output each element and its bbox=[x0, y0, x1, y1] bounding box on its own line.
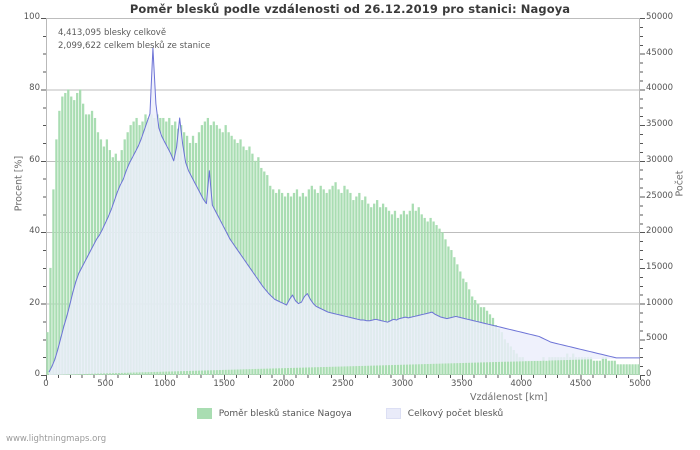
y-tick-right-35000: 35000 bbox=[646, 119, 674, 130]
series-area-celkovy-pocet bbox=[48, 47, 640, 375]
y-tick-right-30000: 30000 bbox=[646, 154, 674, 165]
x-tick-500: 500 bbox=[97, 379, 114, 389]
x-tick-4000: 4000 bbox=[510, 379, 532, 389]
y-tick-left-40: 40 bbox=[29, 226, 40, 237]
legend-swatch-green bbox=[196, 408, 212, 419]
x-axis-label: Vzdálenost [km] bbox=[470, 392, 548, 403]
plot-canvas bbox=[46, 18, 640, 375]
y-axis-label-left: Procent [%] bbox=[13, 155, 25, 212]
chart-title: Poměr blesků podle vzdálenosti od 26.12.… bbox=[129, 2, 571, 16]
x-tick-3000: 3000 bbox=[391, 379, 414, 389]
legend-item-pomer-blesku-stanice[interactable]: Poměr blesků stanice Nagoya bbox=[196, 408, 352, 419]
annotation-station-strokes: 2,099,622 celkem blesků ze stanice bbox=[58, 41, 211, 51]
legend-label-pomer: Poměr blesků stanice Nagoya bbox=[218, 408, 352, 419]
y-tick-right-45000: 45000 bbox=[646, 47, 674, 58]
y-tick-left-20: 20 bbox=[29, 297, 40, 308]
y-tick-right-10000: 10000 bbox=[646, 297, 674, 308]
y-tick-left-60: 60 bbox=[29, 154, 40, 165]
y-tick-right-50000: 50000 bbox=[646, 12, 674, 22]
chart-legend: Poměr blesků stanice Nagoya Celkový poče… bbox=[0, 408, 700, 419]
y-tick-right-0: 0 bbox=[646, 369, 652, 379]
legend-swatch-lavender bbox=[385, 408, 401, 419]
x-tick-5000: 5000 bbox=[629, 379, 651, 389]
x-tick-1500: 1500 bbox=[213, 379, 235, 389]
x-tick-1000: 1000 bbox=[153, 379, 176, 389]
y-tick-left-0: 0 bbox=[34, 369, 40, 379]
x-tick-2000: 2000 bbox=[272, 379, 295, 389]
x-tick-0: 0 bbox=[43, 379, 49, 389]
legend-label-celkovy: Celkový počet blesků bbox=[407, 408, 504, 419]
y-axis-label-right: Počet bbox=[674, 170, 686, 197]
y-tick-left-100: 100 bbox=[23, 12, 40, 22]
y-tick-right-15000: 15000 bbox=[646, 261, 674, 272]
footer-site-url: www.lightningmaps.org bbox=[6, 434, 107, 444]
y-tick-left-80: 80 bbox=[29, 83, 40, 94]
annotation-total-strokes: 4,413,095 blesky celkově bbox=[58, 28, 167, 38]
series-line-celkovy-pocet bbox=[48, 47, 640, 373]
y-tick-right-40000: 40000 bbox=[646, 83, 674, 94]
x-tick-2500: 2500 bbox=[332, 379, 354, 389]
legend-item-celkovy-pocet[interactable]: Celkový počet blesků bbox=[385, 408, 504, 419]
x-tick-3500: 3500 bbox=[450, 379, 473, 389]
y-tick-right-25000: 25000 bbox=[646, 190, 674, 201]
y-tick-right-20000: 20000 bbox=[646, 226, 674, 237]
y-tick-right-5000: 5000 bbox=[646, 333, 668, 344]
x-tick-4500: 4500 bbox=[569, 379, 592, 389]
